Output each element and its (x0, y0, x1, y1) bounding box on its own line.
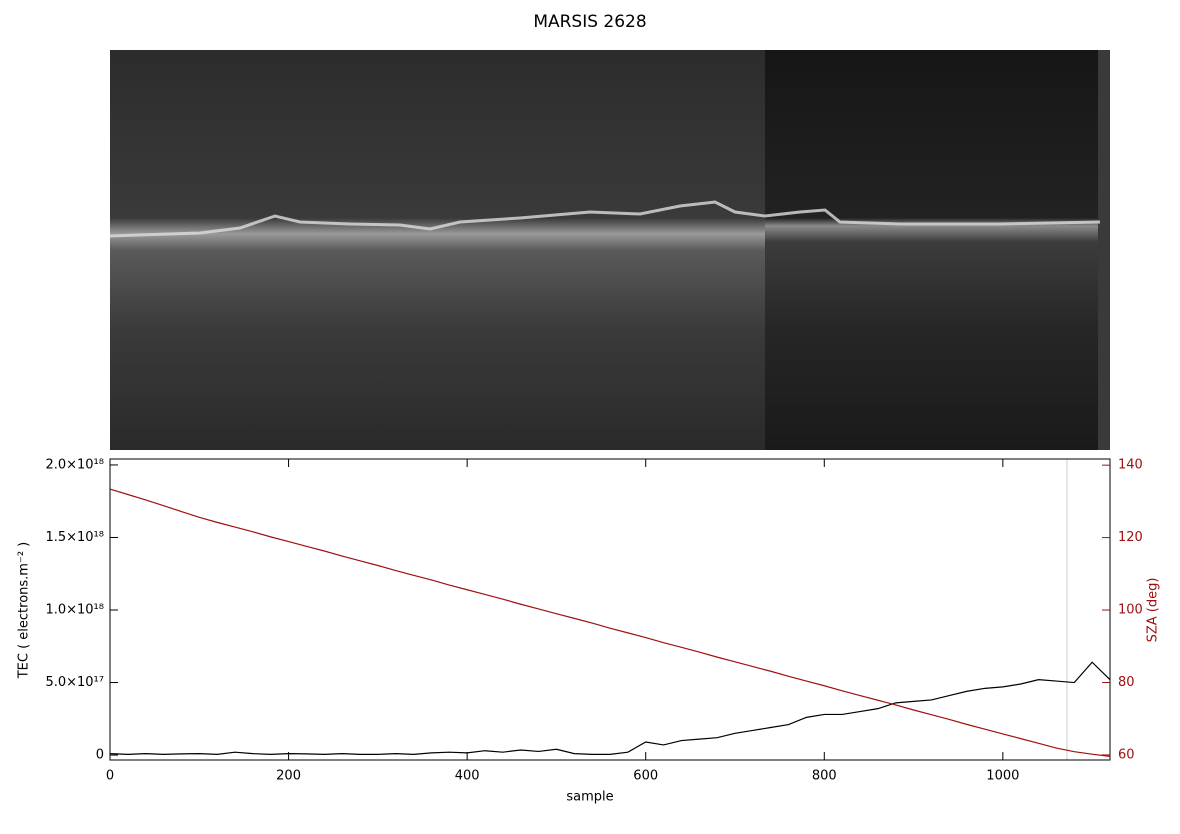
x-tick-label: 200 (276, 769, 301, 784)
x-tick-label: 800 (812, 769, 837, 784)
x-tick-label: 0 (106, 769, 114, 784)
series-line (109, 661, 1111, 755)
x-tick-label: 600 (633, 769, 658, 784)
x-tick-label: 400 (455, 769, 480, 784)
y-tick-label: 5.0×10¹⁷ (45, 675, 104, 690)
x-axis-label: sample (566, 790, 613, 805)
y-tick-label: 1.5×10¹⁸ (45, 530, 104, 545)
y-tick-label: 2.0×10¹⁸ (45, 457, 104, 472)
y2-tick-label: 100 (1118, 603, 1143, 618)
surface-echo (109, 200, 1101, 238)
y-axis-label: TEC ( electrons.m⁻² ) (17, 542, 32, 680)
y2-tick-label: 80 (1118, 675, 1135, 690)
radargram (109, 50, 1110, 450)
series-line (109, 488, 1111, 757)
radargram-right (765, 50, 1098, 450)
y-tick-label: 0 (96, 748, 104, 763)
y-tick-label: 1.0×10¹⁸ (45, 603, 104, 618)
chart-title: MARSIS 2628 (533, 12, 646, 32)
plot-frame (109, 458, 1111, 761)
y2-axis-label: SZA (deg) (1146, 578, 1161, 643)
y2-tick-label: 60 (1118, 747, 1135, 762)
x-tick-label: 1000 (986, 769, 1019, 784)
radargram-left (110, 50, 765, 450)
y2-tick-label: 140 (1118, 458, 1143, 473)
y2-tick-label: 120 (1118, 530, 1143, 545)
radargram-edge (1098, 50, 1110, 450)
